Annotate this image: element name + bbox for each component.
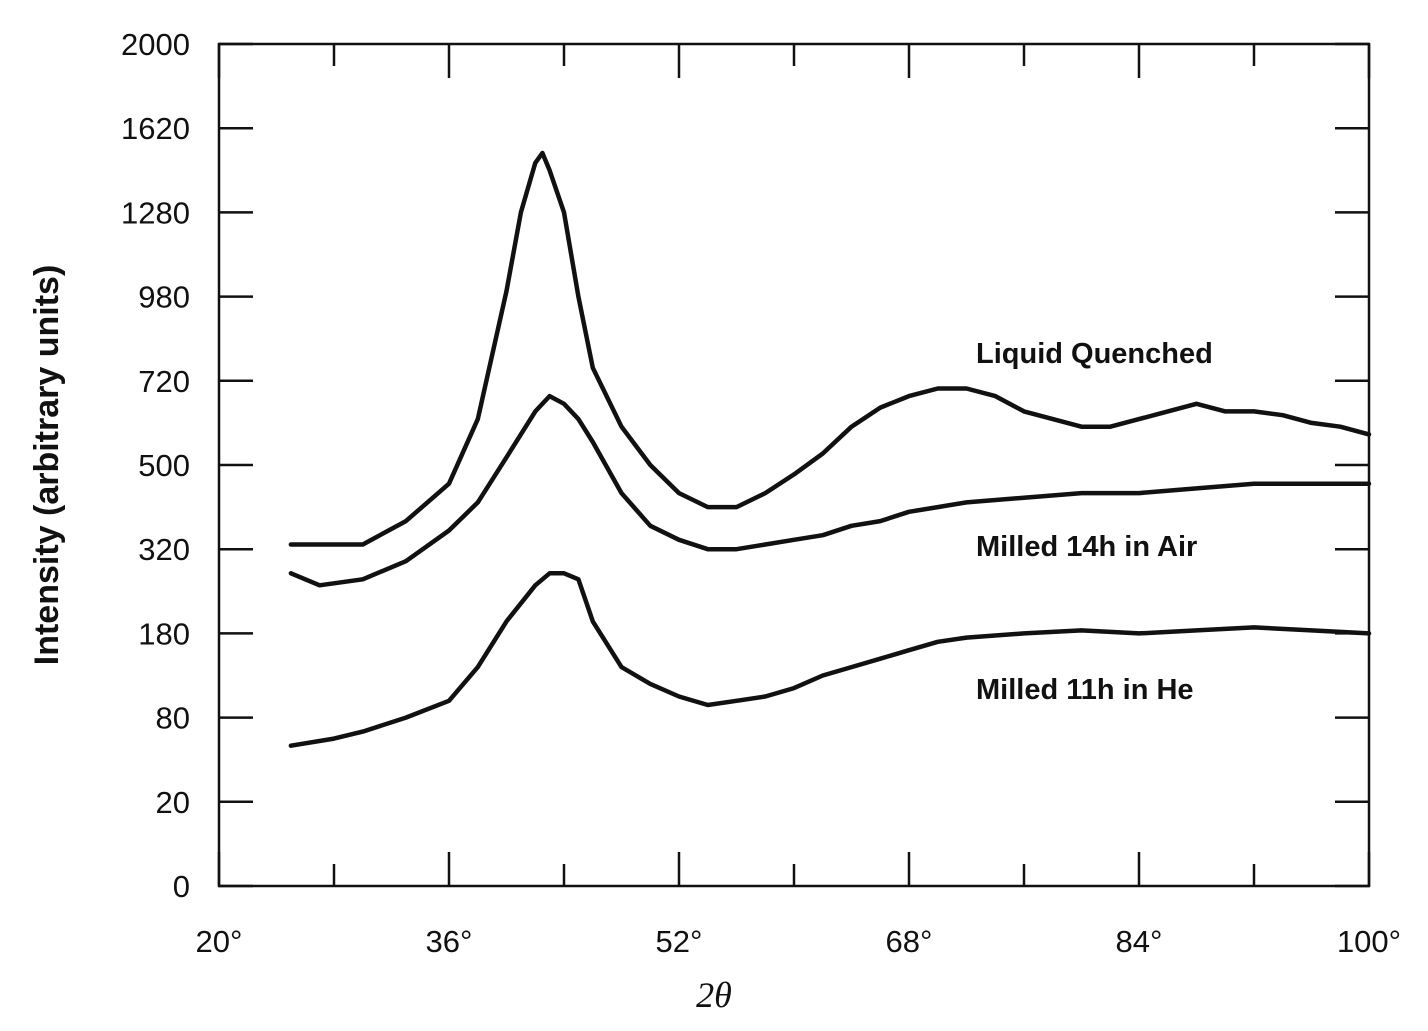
y-tick-label: 320 xyxy=(138,532,190,567)
y-tick-label: 980 xyxy=(138,280,190,315)
series-line-milled-11h-he xyxy=(288,571,1372,748)
x-tick-label: 36° xyxy=(426,924,473,959)
series-line-liquid-quenched xyxy=(288,150,1372,547)
x-tick-label: 20° xyxy=(196,924,243,959)
y-tick-label: 80 xyxy=(156,701,190,736)
y-tick-label: 20 xyxy=(156,785,190,820)
series-labels: Liquid Quenched Milled 14h in Air Milled 1… xyxy=(976,338,1213,706)
y-axis-title: Intensity (arbitrary units) xyxy=(28,265,66,666)
y-tick-label: 0 xyxy=(173,869,190,904)
x-axis-title: 2θ xyxy=(696,975,732,1015)
y-tick-label: 2000 xyxy=(121,27,190,62)
x-tick-label: 68° xyxy=(886,924,933,959)
axis-tick-labels: 20° 36° 52° 68° 84° 100° 0 20 80 180 320 500 720 980 1… xyxy=(121,27,1401,959)
y-tick-label: 1280 xyxy=(121,195,190,230)
y-tick-label: 180 xyxy=(138,616,190,651)
y-tick-label: 500 xyxy=(138,448,190,483)
series-line-milled-14h-air xyxy=(288,393,1372,588)
axis-ticks xyxy=(217,42,1371,888)
y-tick-label: 720 xyxy=(138,364,190,399)
plot-frame xyxy=(217,42,1371,888)
x-tick-label: 100° xyxy=(1337,924,1401,959)
y-tick-label: 1620 xyxy=(121,111,190,146)
series-label-milled-14h-air: Milled 14h in Air xyxy=(976,531,1197,563)
series-lines xyxy=(288,150,1372,748)
x-tick-label: 84° xyxy=(1116,924,1163,959)
series-label-milled-11h-he: Milled 11h in He xyxy=(976,674,1194,706)
x-tick-label: 52° xyxy=(656,924,703,959)
series-label-liquid-quenched: Liquid Quenched xyxy=(976,338,1213,370)
